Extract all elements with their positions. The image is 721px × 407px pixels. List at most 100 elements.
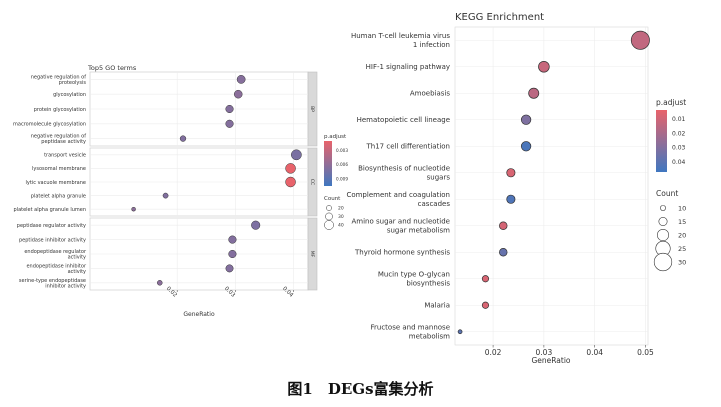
go-legend-color-tick: 0.009 bbox=[336, 176, 348, 181]
kegg-x-axis-label: GeneRatio bbox=[531, 356, 570, 365]
go-point bbox=[285, 163, 296, 174]
go-term-label: peptidase regulator activity bbox=[17, 223, 86, 229]
kegg-point bbox=[528, 87, 540, 99]
kegg-point bbox=[520, 141, 532, 152]
kegg-term-label: 1 infection bbox=[413, 41, 450, 49]
go-legend-colorbar bbox=[324, 141, 332, 186]
go-point bbox=[162, 192, 169, 199]
kegg-term-label: Amoebiasis bbox=[410, 90, 450, 98]
go-legend-size-circle bbox=[324, 220, 334, 230]
go-term-label: lytic vacuole membrane bbox=[26, 180, 86, 186]
kegg-legend-color-tick: 0.02 bbox=[672, 130, 686, 137]
kegg-point bbox=[630, 30, 650, 50]
go-point bbox=[228, 249, 237, 259]
figure-caption: 图1 DEGs富集分析 bbox=[287, 380, 434, 398]
kegg-point bbox=[538, 60, 550, 73]
go-term-label: macromolecule glycosylation bbox=[13, 122, 86, 128]
kegg-term-label: Mucin type O-glycan bbox=[378, 271, 450, 279]
kegg-point bbox=[499, 221, 508, 230]
kegg-legend-color-tick: 0.01 bbox=[672, 116, 686, 123]
go-term-label: protein glycosylation bbox=[34, 107, 86, 113]
kegg-term-label: sugars bbox=[427, 174, 451, 182]
kegg-legend-size-label: 10 bbox=[678, 205, 686, 213]
go-point bbox=[291, 149, 302, 161]
go-point bbox=[225, 104, 234, 114]
kegg-term-label: HIF-1 signaling pathway bbox=[366, 63, 450, 71]
go-point bbox=[228, 235, 237, 244]
go-term-label: peptidase activity bbox=[41, 139, 86, 145]
go-point bbox=[285, 176, 296, 188]
kegg-legend-size-label: 30 bbox=[678, 259, 686, 267]
kegg-term-label: Fructose and mannose bbox=[371, 324, 451, 332]
go-legend-size-label: 30 bbox=[338, 214, 344, 220]
go-strip-label: MF bbox=[309, 251, 315, 258]
go-term-label: platelet alpha granule bbox=[31, 193, 86, 199]
go-point bbox=[179, 135, 187, 142]
go-term-label: endopeptidase inhibitor bbox=[26, 263, 86, 269]
kegg-point bbox=[481, 301, 490, 309]
kegg-point bbox=[481, 275, 490, 283]
kegg-point bbox=[506, 194, 516, 204]
go-chart-title: Top5 GO terms bbox=[87, 64, 137, 72]
go-term-label: endopeptidase regulator bbox=[24, 249, 87, 255]
go-legend-size-label: 20 bbox=[338, 206, 344, 212]
go-term-label: proteolysis bbox=[59, 80, 87, 86]
go-point bbox=[157, 280, 163, 286]
go-term-label: activity bbox=[68, 269, 86, 275]
kegg-point bbox=[499, 248, 508, 257]
kegg-legend-color-title: p.adjust bbox=[656, 98, 686, 107]
go-point bbox=[233, 89, 243, 99]
go-term-label: lysosomal membrane bbox=[32, 166, 86, 172]
kegg-point bbox=[506, 168, 516, 178]
kegg-x-tick-label: 0.04 bbox=[586, 348, 603, 357]
go-term-label: peptidase inhibitor activity bbox=[19, 237, 86, 243]
kegg-term-label: Biosynthesis of nucleotide bbox=[358, 165, 450, 173]
kegg-legend-size-circle bbox=[660, 205, 666, 211]
kegg-term-label: Human T-cell leukemia virus bbox=[351, 32, 450, 40]
kegg-term-label: Thyroid hormone synthesis bbox=[354, 249, 450, 257]
kegg-term-label: Th17 cell differentiation bbox=[366, 143, 451, 151]
kegg-x-tick-label: 0.02 bbox=[485, 348, 502, 357]
go-term-label: negative regulation of bbox=[31, 134, 87, 140]
go-point bbox=[225, 264, 234, 273]
go-legend-color-tick: 0.006 bbox=[336, 162, 348, 167]
kegg-point bbox=[520, 114, 532, 125]
kegg-legend-color-tick: 0.04 bbox=[672, 159, 686, 166]
go-legend-color-tick: 0.003 bbox=[336, 148, 348, 153]
kegg-legend-colorbar bbox=[656, 110, 667, 172]
kegg-term-label: biosynthesis bbox=[406, 280, 450, 288]
kegg-x-tick-label: 0.03 bbox=[536, 348, 553, 357]
kegg-point bbox=[457, 329, 463, 335]
kegg-term-label: Hematopoietic cell lineage bbox=[357, 116, 450, 124]
kegg-legend-size-label: 15 bbox=[678, 218, 686, 226]
kegg-legend-size-circle bbox=[656, 228, 670, 242]
go-x-axis-label: GeneRatio bbox=[183, 311, 215, 318]
kegg-chart-title: KEGG Enrichment bbox=[455, 12, 544, 23]
go-point bbox=[251, 220, 261, 230]
kegg-legend-size-circle bbox=[658, 217, 668, 226]
go-term-label: serine-type endopeptidase bbox=[19, 278, 86, 284]
kegg-term-label: Malaria bbox=[424, 302, 450, 310]
go-term-label: inhibitor activity bbox=[45, 283, 86, 289]
go-legend-color-title: p.adjust bbox=[324, 134, 347, 140]
go-point bbox=[236, 75, 246, 84]
go-strip-label: BP bbox=[309, 106, 315, 112]
kegg-term-label: Complement and coagulation bbox=[346, 191, 450, 199]
go-point bbox=[225, 119, 234, 128]
go-term-label: activity bbox=[68, 255, 86, 261]
go-legend-size-label: 40 bbox=[338, 223, 344, 229]
go-term-label: glycosylation bbox=[53, 92, 86, 98]
kegg-legend-size-label: 25 bbox=[678, 245, 686, 253]
kegg-term-label: sugar metabolism bbox=[387, 227, 450, 235]
go-strip-label: CC bbox=[309, 179, 315, 185]
kegg-term-label: metabolism bbox=[409, 333, 450, 341]
kegg-x-tick-label: 0.05 bbox=[637, 348, 654, 357]
kegg-panel bbox=[454, 26, 649, 346]
go-point bbox=[131, 206, 136, 212]
kegg-legend-size-circle bbox=[653, 252, 673, 272]
kegg-term-label: Amino sugar and nucleotide bbox=[351, 218, 450, 226]
kegg-legend-size-title: Count bbox=[656, 189, 678, 198]
kegg-legend-size-label: 20 bbox=[678, 232, 686, 240]
kegg-term-label: cascades bbox=[418, 200, 451, 208]
